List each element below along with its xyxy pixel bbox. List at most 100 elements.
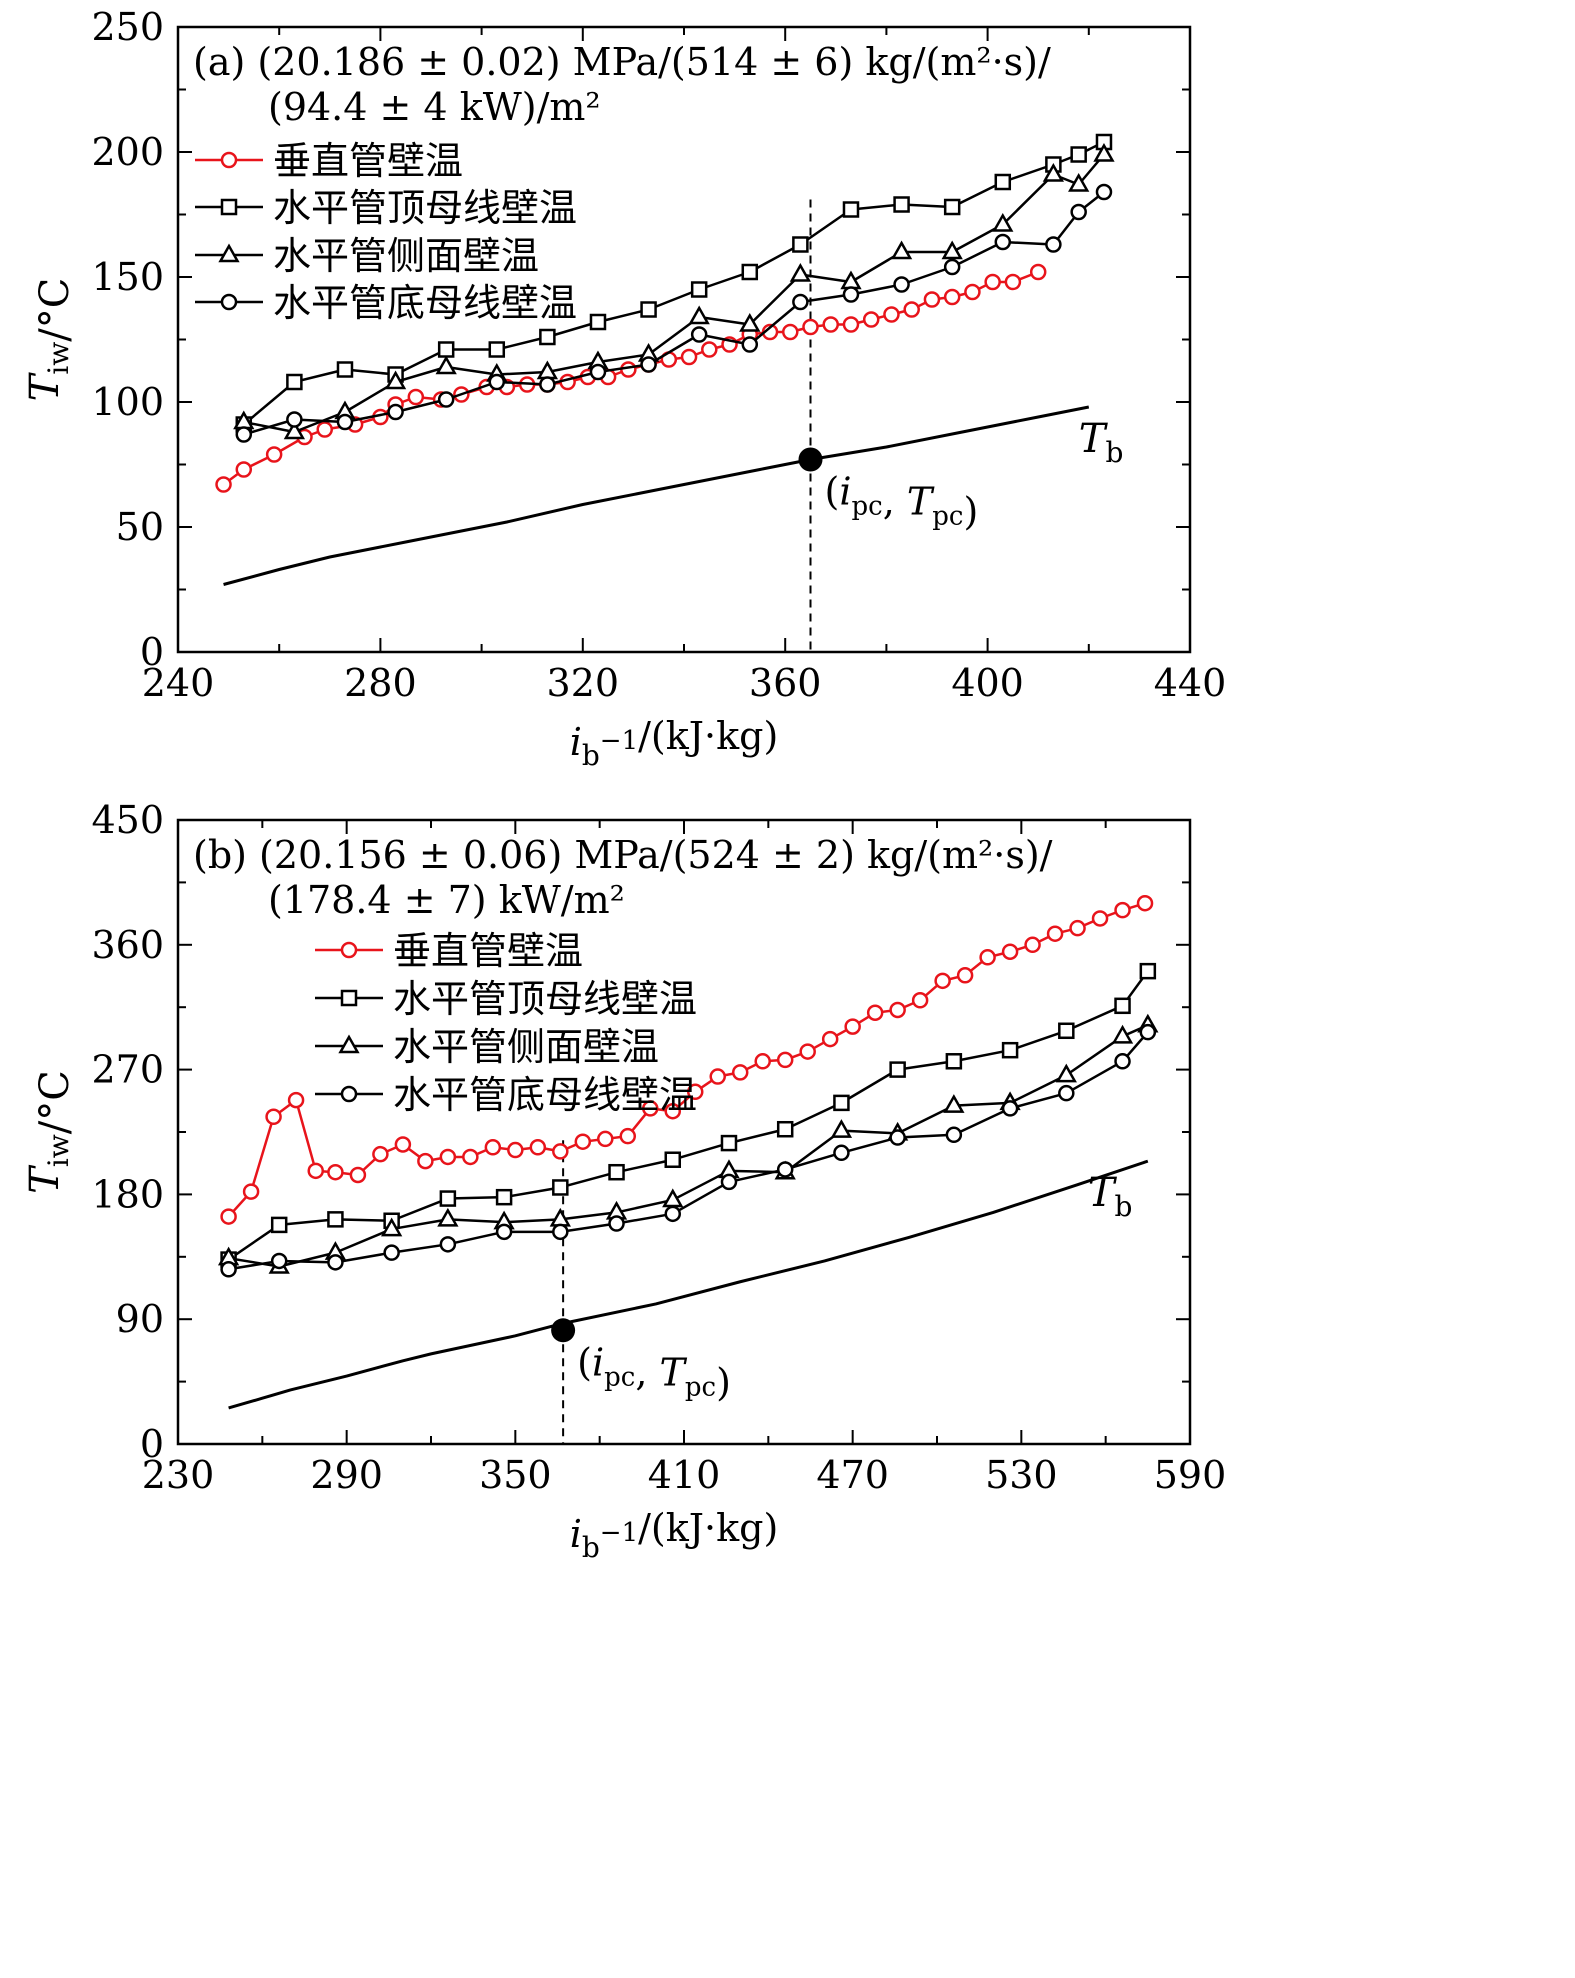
data-point	[642, 1100, 659, 1117]
data-point	[1093, 142, 1115, 162]
data-point	[242, 1183, 260, 1200]
data-point	[889, 1001, 906, 1019]
legend-marker	[338, 1034, 360, 1054]
data-point	[943, 198, 961, 216]
legend-marker	[340, 1085, 358, 1103]
data-point	[690, 281, 708, 298]
data-point	[270, 1216, 288, 1234]
condition-line-1: (a) (20.186 ± 0.02) MPa/(514 ± 6) kg/(m²…	[193, 40, 1051, 84]
data-point	[945, 1126, 963, 1144]
legend-label: 水平管顶母线壁温	[273, 186, 577, 230]
legend-item: 垂直管壁温	[195, 139, 463, 183]
data-point	[552, 1223, 569, 1241]
y-tick-label: 250	[91, 5, 164, 49]
data-point	[741, 263, 759, 281]
pseudo-critical-label: (ipc, Tpc)	[825, 470, 979, 534]
data-point	[893, 196, 910, 213]
data-point	[589, 363, 607, 381]
data-point	[754, 1053, 771, 1070]
legend-label: 水平管侧面壁温	[393, 1025, 659, 1069]
data-point	[1055, 1063, 1077, 1083]
series-line	[227, 970, 1149, 1261]
data-point	[889, 1129, 906, 1146]
data-point	[640, 356, 657, 373]
data-point	[495, 1188, 513, 1206]
data-point	[830, 1119, 853, 1138]
data-point	[1111, 1024, 1134, 1044]
series-line	[228, 1024, 1149, 1268]
data-point	[437, 391, 455, 408]
x-tick-label: 410	[648, 1453, 721, 1497]
data-point	[439, 1190, 457, 1207]
data-point	[984, 273, 1001, 291]
y-axis-label: Tiw/°C	[22, 1070, 78, 1194]
legend-marker	[220, 151, 238, 169]
data-point	[488, 373, 506, 391]
data-point	[776, 1120, 794, 1138]
data-point	[270, 1252, 288, 1270]
data-point	[1058, 1084, 1075, 1102]
data-point	[265, 446, 283, 463]
data-point	[883, 306, 900, 323]
data-point	[1136, 894, 1154, 912]
data-point	[802, 318, 819, 336]
data-point	[842, 201, 860, 218]
data-point	[1058, 1022, 1075, 1040]
series-4	[223, 405, 1090, 586]
condition-line-2: (178.4 ± 7) kW/m²	[268, 878, 625, 922]
data-point	[435, 355, 457, 375]
data-point	[739, 312, 761, 332]
data-point	[1068, 172, 1090, 192]
legend-marker	[218, 243, 240, 263]
data-point	[574, 1133, 592, 1150]
legend-item: 水平管侧面壁温	[315, 1025, 659, 1069]
series-line	[228, 1031, 1149, 1271]
y-tick-label: 90	[116, 1297, 164, 1341]
data-point	[686, 1083, 704, 1101]
y-tick-label: 270	[91, 1048, 164, 1092]
data-point	[417, 1152, 434, 1170]
tb-label: Tb	[1088, 1170, 1133, 1223]
series-line	[223, 405, 1090, 586]
data-point	[792, 236, 809, 253]
data-point	[792, 293, 809, 311]
data-point	[1091, 910, 1109, 927]
x-tick-label: 590	[1154, 1453, 1227, 1497]
x-axis-label: ib−1/(kJ·kg)	[570, 1506, 779, 1564]
data-point	[903, 301, 920, 318]
data-point	[799, 1043, 816, 1060]
data-point	[488, 341, 506, 358]
data-point	[1070, 203, 1087, 221]
data-point	[383, 1244, 400, 1261]
data-point	[439, 1148, 457, 1166]
data-point	[437, 1207, 459, 1227]
data-point	[507, 1141, 524, 1159]
x-tick-label: 400	[951, 661, 1024, 705]
data-point	[620, 361, 637, 378]
data-point	[941, 240, 963, 260]
data-point	[380, 1217, 403, 1237]
data-point	[1114, 901, 1131, 919]
legend-item: 水平管顶母线壁温	[315, 977, 697, 1021]
data-point	[1001, 1041, 1019, 1059]
y-tick-label: 50	[116, 505, 164, 549]
data-point	[220, 1208, 237, 1225]
x-tick-label: 350	[479, 1453, 552, 1497]
data-point	[688, 305, 710, 325]
legend-item: 水平管底母线壁温	[195, 281, 577, 325]
data-point	[833, 1094, 850, 1112]
y-tick-label: 100	[91, 380, 164, 424]
data-point	[782, 323, 799, 341]
legend-item: 水平管顶母线壁温	[195, 186, 577, 230]
data-point	[1001, 1100, 1019, 1117]
legend-item: 水平管侧面壁温	[195, 234, 539, 278]
data-point	[943, 258, 961, 276]
data-point	[934, 972, 951, 990]
data-point	[662, 1188, 684, 1208]
legend-item: 垂直管壁温	[315, 929, 583, 973]
data-point	[862, 311, 880, 328]
x-tick-label: 290	[310, 1453, 383, 1497]
data-point	[992, 212, 1014, 232]
y-tick-label: 0	[140, 630, 164, 674]
